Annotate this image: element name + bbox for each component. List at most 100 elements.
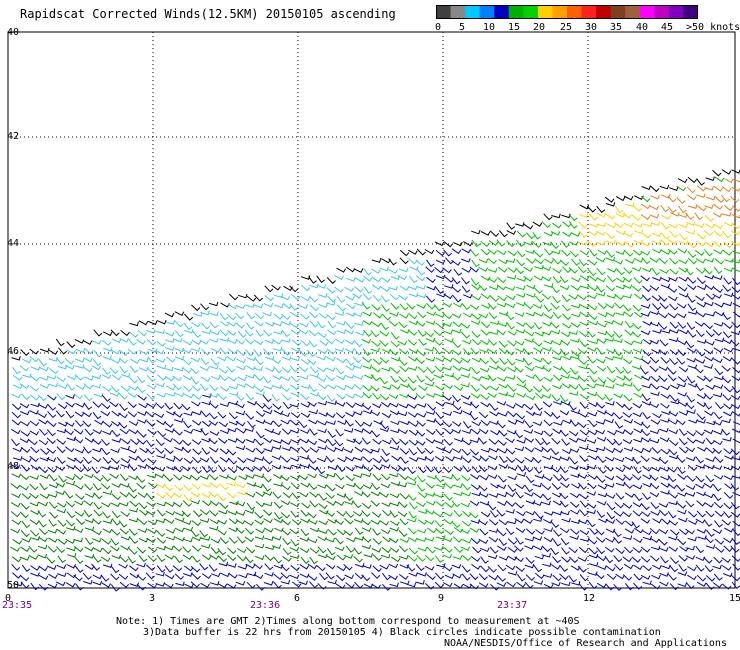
wind-barb xyxy=(244,509,255,514)
wind-barb xyxy=(633,257,644,263)
wind-barb xyxy=(516,464,526,472)
wind-barb xyxy=(578,546,589,554)
wind-barb xyxy=(74,411,85,418)
wind-barb xyxy=(19,402,30,409)
wind-barb xyxy=(498,391,509,397)
wind-barb xyxy=(516,574,526,582)
wind-barb xyxy=(433,374,444,379)
wind-barb xyxy=(480,248,490,256)
wind-barb xyxy=(408,421,419,427)
wind-barb xyxy=(172,545,183,552)
wind-barb xyxy=(623,232,634,238)
wind-barb xyxy=(678,555,688,562)
wind-barb xyxy=(622,348,633,355)
wind-barb xyxy=(685,212,695,220)
wind-barb xyxy=(100,556,111,562)
wind-barb xyxy=(659,572,669,577)
wind-barb xyxy=(335,473,345,481)
map-frame xyxy=(7,31,736,589)
wind-barb xyxy=(274,512,283,520)
wind-barb xyxy=(416,304,427,309)
wind-barb xyxy=(641,358,651,365)
wind-barb xyxy=(461,573,471,581)
wind-barb xyxy=(11,393,21,399)
wind-barb xyxy=(570,492,580,499)
wind-barb xyxy=(533,251,544,258)
wind-barb xyxy=(353,312,363,317)
wind-barb xyxy=(498,429,508,437)
wind-barb xyxy=(470,347,480,355)
wind-barb xyxy=(649,213,660,219)
wind-barb xyxy=(390,466,401,472)
wind-barb xyxy=(219,386,230,392)
wind-barb xyxy=(138,554,148,563)
wind-barb xyxy=(731,321,740,329)
wind-barb xyxy=(111,483,122,488)
wind-barb xyxy=(543,231,554,237)
wind-barb xyxy=(244,536,255,543)
wind-barb xyxy=(535,364,545,370)
wind-barb xyxy=(463,348,472,356)
wind-barb xyxy=(670,212,680,217)
wind-barb xyxy=(254,543,265,549)
wind-barb xyxy=(515,285,526,291)
wind-barb xyxy=(361,544,372,550)
wind-barb xyxy=(480,231,491,236)
wind-barb xyxy=(389,547,400,553)
wind-barb xyxy=(361,404,372,410)
wind-barb xyxy=(256,583,266,591)
wind-barb xyxy=(336,295,346,304)
wind-barb xyxy=(236,548,247,554)
wind-barb xyxy=(696,178,705,186)
wind-barb xyxy=(236,536,246,544)
wind-barb xyxy=(435,322,445,329)
wind-barb xyxy=(46,457,57,463)
wind-barb xyxy=(353,518,364,523)
wind-barb xyxy=(400,580,410,586)
wind-barb xyxy=(525,257,536,265)
wind-barb xyxy=(164,366,174,372)
wind-barb xyxy=(101,394,111,402)
wind-barb xyxy=(461,277,470,285)
wind-barb xyxy=(75,384,86,390)
wind-barb xyxy=(289,365,299,373)
wind-barb xyxy=(327,528,337,536)
legend-tick-30: 30 xyxy=(585,22,598,33)
wind-barb xyxy=(597,484,608,490)
wind-barb xyxy=(174,527,185,533)
wind-barb xyxy=(93,393,104,398)
wind-barb xyxy=(605,583,615,591)
wind-barb xyxy=(84,564,95,570)
wind-barb xyxy=(335,412,346,419)
wind-barb xyxy=(624,340,634,346)
wind-barb xyxy=(408,275,418,284)
wind-barb xyxy=(713,358,723,364)
wind-barb xyxy=(433,546,444,551)
wind-barb xyxy=(271,394,281,402)
wind-barb xyxy=(397,482,407,488)
wind-barb xyxy=(469,413,479,421)
wind-barb xyxy=(353,456,363,461)
wind-barb xyxy=(209,364,219,370)
wind-barb xyxy=(496,376,507,382)
wind-barb xyxy=(559,527,570,534)
wind-barb xyxy=(263,348,272,356)
wind-barb xyxy=(30,565,40,571)
wind-barb xyxy=(236,383,247,388)
wind-barb xyxy=(542,358,552,365)
wind-barb xyxy=(300,446,310,453)
wind-barb xyxy=(596,268,606,276)
wind-barb xyxy=(264,321,275,327)
wind-barb xyxy=(407,285,418,291)
wind-barb xyxy=(29,410,39,415)
wind-barb xyxy=(649,474,659,482)
wind-barb xyxy=(507,420,518,425)
wind-barb xyxy=(622,511,632,518)
wind-barb xyxy=(667,374,677,382)
wind-barb xyxy=(264,339,275,344)
wind-barb xyxy=(201,500,212,507)
wind-barb xyxy=(290,329,301,336)
wind-barb xyxy=(228,572,238,579)
wind-barb xyxy=(461,483,471,491)
wind-barb xyxy=(146,329,156,334)
